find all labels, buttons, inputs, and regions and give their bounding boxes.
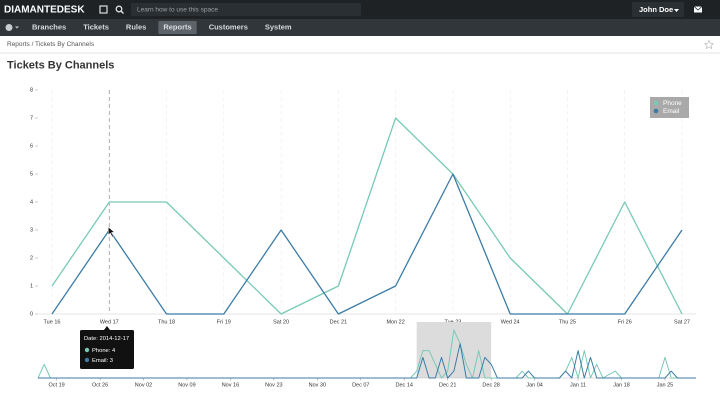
x-tick-label: Oct 19: [49, 382, 65, 388]
x-tick-label: Sat 27: [674, 319, 690, 325]
user-name: John Doe: [639, 5, 673, 14]
chart-title: Tickets By Channels: [7, 59, 114, 71]
y-tick-label: 2: [30, 255, 33, 261]
x-tick-label: Jan 11: [570, 382, 586, 388]
navigator-line: [38, 343, 696, 379]
nav-item[interactable]: Rules: [126, 22, 146, 31]
x-tick-label: Dec 21: [330, 319, 347, 325]
x-tick-label: Wed 17: [100, 319, 119, 325]
y-tick-label: 8: [30, 87, 33, 93]
y-tick-label: 4: [30, 199, 33, 205]
dashboard-caret: [15, 26, 19, 29]
x-tick-label: Nov 09: [178, 382, 195, 388]
x-tick-label: Dec 14: [396, 382, 413, 388]
caret: [674, 9, 679, 12]
nav-item[interactable]: Tickets: [83, 22, 109, 31]
x-tick-label: Mon 22: [386, 319, 404, 325]
x-tick-label: Fri 19: [217, 319, 231, 325]
tooltip-swatch: [84, 347, 90, 353]
x-tick-label: Nov 23: [265, 382, 282, 388]
x-tick-label: Dec 07: [352, 382, 369, 388]
legend-swatch: [653, 100, 659, 106]
x-tick-label: Dec 28: [482, 382, 499, 388]
search-box[interactable]: [131, 3, 361, 16]
logo[interactable]: DIAMANTEDESK: [4, 5, 85, 16]
favorite-star[interactable]: [703, 39, 715, 50]
tooltip-arrow: [104, 326, 110, 330]
series-line: [51, 173, 683, 315]
tooltip-item: Phone: 4: [92, 348, 116, 354]
nav-item[interactable]: Reports: [163, 22, 191, 31]
legend-label[interactable]: Email: [663, 108, 680, 115]
x-tick-label: Fri 26: [618, 319, 632, 325]
legend-box: [650, 97, 689, 118]
x-tick-label: Jan 04: [526, 382, 543, 388]
mail-flap: [693, 6, 703, 11]
dashboard-icon[interactable]: [5, 24, 13, 31]
tooltip-item: Email: 3: [92, 358, 113, 364]
series-line: [51, 117, 683, 315]
mouse-cursor: [108, 226, 116, 238]
navigator-chart: Oct 19 Oct 26 Nov 02 Nov 09 Nov 16 Nov 23 Nov …: [37, 322, 696, 388]
y-tick-label: 1: [30, 283, 33, 289]
search-placeholder: Learn how to use this space: [137, 7, 218, 14]
y-tick-label: 5: [30, 171, 33, 177]
tooltip-date: Date: 2014-12-17: [84, 336, 129, 342]
user-menu[interactable]: [632, 2, 684, 17]
search-icon[interactable]: [115, 5, 123, 13]
x-tick-label: Tue 16: [44, 319, 61, 325]
x-tick-label: Jan 18: [613, 382, 630, 388]
nav-item[interactable]: Branches: [32, 22, 66, 31]
tooltip-box: [80, 330, 134, 369]
nav-item[interactable]: Customers: [209, 22, 248, 31]
x-tick-label: Wed 24: [501, 319, 520, 325]
x-tick-label: Dec 21: [439, 382, 456, 388]
search-icon-handle: [120, 10, 124, 14]
y-tick-label: 3: [30, 227, 33, 233]
x-tick-label: Thu 18: [158, 319, 175, 325]
nav-items: Branches Tickets Rules Reports Customers Syst…: [32, 21, 292, 34]
x-tick-label: Jan 25: [657, 382, 674, 388]
main-chart: Tue 16 Wed 17 Thu 18 Fri 19 Sat 20 Dec 21 Mon …: [30, 87, 696, 325]
x-tick-label: Thu 25: [559, 319, 576, 325]
nav-active-bg: [158, 21, 197, 34]
breadcrumb[interactable]: Reports / Tickets By Channels: [7, 41, 95, 48]
x-tick-label: Nov 16: [222, 382, 239, 388]
tooltip: Date: 2014-12-17 Phone: 4 Email: 3: [80, 326, 134, 369]
x-tick-label: Nov 30: [309, 382, 326, 388]
x-tick-label: Oct 26: [92, 382, 108, 388]
tooltip-swatch: [84, 357, 90, 363]
screen-icon[interactable]: [99, 5, 108, 14]
x-tick-label: Sat 20: [273, 319, 289, 325]
legend-label[interactable]: Phone: [663, 100, 682, 107]
y-tick-label: 0: [30, 311, 33, 317]
y-tick-label: 7: [30, 115, 33, 121]
nav-item[interactable]: System: [265, 22, 292, 31]
x-tick-label: Nov 02: [135, 382, 152, 388]
legend-swatch: [653, 108, 659, 114]
y-tick-label: 6: [30, 143, 33, 149]
